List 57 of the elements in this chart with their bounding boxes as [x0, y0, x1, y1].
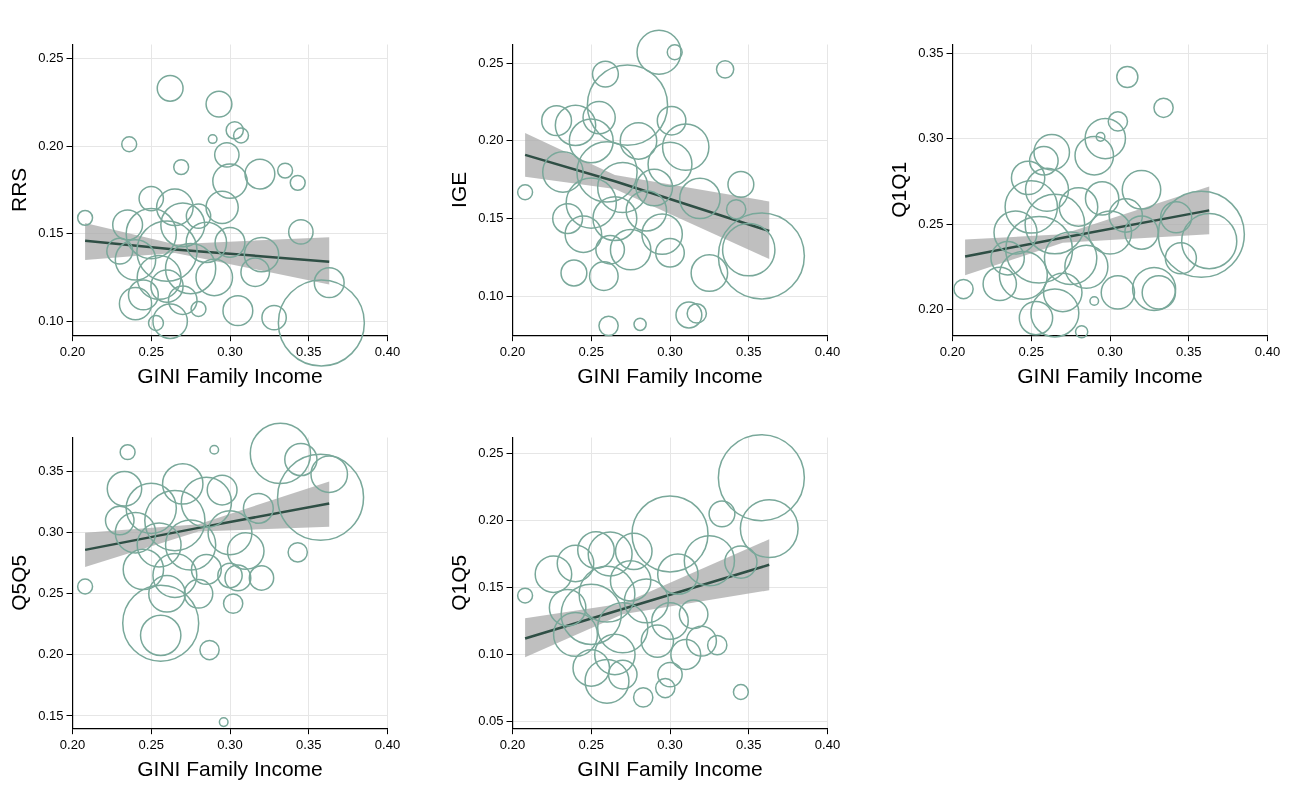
y-tick-label: 0.15: [478, 210, 504, 226]
y-tick-label: 0.35: [918, 44, 944, 60]
x-tick-label: 0.40: [1254, 343, 1281, 359]
y-tick-label: 0.20: [38, 137, 64, 153]
y-tick-label: 0.15: [38, 707, 64, 723]
x-tick-label: 0.30: [217, 343, 243, 359]
x-tick-label: 0.25: [578, 343, 604, 359]
x-tick-label: 0.30: [657, 343, 683, 359]
x-tick-label: 0.20: [499, 343, 526, 359]
y-tick-label: 0.25: [38, 585, 64, 601]
x-tick-label: 0.35: [296, 736, 322, 752]
x-tick-label: 0.30: [217, 736, 243, 752]
x-axis-title: GINI Family Income: [137, 364, 323, 388]
y-axis-title: Q5Q5: [7, 554, 31, 611]
x-tick-label: 0.20: [59, 343, 86, 359]
y-axis-title: IGE: [447, 171, 471, 208]
x-tick-label: 0.25: [138, 736, 164, 752]
x-tick-label: 0.20: [59, 736, 86, 752]
x-tick-label: 0.25: [578, 736, 604, 752]
x-tick-label: 0.40: [814, 736, 841, 752]
y-tick-label: 0.05: [478, 713, 504, 729]
x-tick-label: 0.40: [374, 343, 401, 359]
y-axis-title: Q1Q1: [887, 161, 911, 218]
x-tick-label: 0.35: [1176, 343, 1202, 359]
y-tick-label: 0.35: [38, 463, 64, 479]
y-tick-label: 0.15: [38, 225, 64, 241]
y-tick-label: 0.10: [478, 646, 504, 662]
y-tick-label: 0.10: [478, 287, 504, 303]
y-tick-label: 0.25: [478, 54, 504, 70]
y-tick-label: 0.20: [38, 646, 64, 662]
y-tick-label: 0.10: [38, 312, 64, 328]
x-tick-label: 0.20: [939, 343, 966, 359]
y-tick-label: 0.20: [478, 132, 504, 148]
y-tick-label: 0.30: [918, 130, 944, 146]
y-tick-label: 0.25: [478, 445, 504, 461]
x-tick-label: 0.30: [657, 736, 683, 752]
x-tick-label: 0.25: [1018, 343, 1044, 359]
y-tick-label: 0.20: [478, 512, 504, 528]
y-axis-title: Q1Q5: [447, 554, 471, 611]
x-tick-label: 0.35: [736, 736, 762, 752]
x-axis-title: GINI Family Income: [137, 757, 323, 781]
x-tick-label: 0.40: [374, 736, 401, 752]
x-tick-label: 0.30: [1097, 343, 1123, 359]
x-tick-label: 0.25: [138, 343, 164, 359]
y-tick-label: 0.20: [918, 301, 944, 317]
x-axis-title: GINI Family Income: [577, 364, 763, 388]
x-axis-title: GINI Family Income: [577, 757, 763, 781]
y-tick-label: 0.15: [478, 579, 504, 595]
x-tick-label: 0.20: [499, 736, 526, 752]
x-tick-label: 0.35: [296, 343, 322, 359]
y-axis-title: RRS: [7, 167, 31, 213]
x-tick-label: 0.35: [736, 343, 762, 359]
y-tick-label: 0.25: [918, 215, 944, 231]
x-tick-label: 0.40: [814, 343, 841, 359]
x-axis-title: GINI Family Income: [1017, 364, 1203, 388]
y-tick-label: 0.25: [38, 50, 64, 66]
y-tick-label: 0.30: [38, 524, 64, 540]
